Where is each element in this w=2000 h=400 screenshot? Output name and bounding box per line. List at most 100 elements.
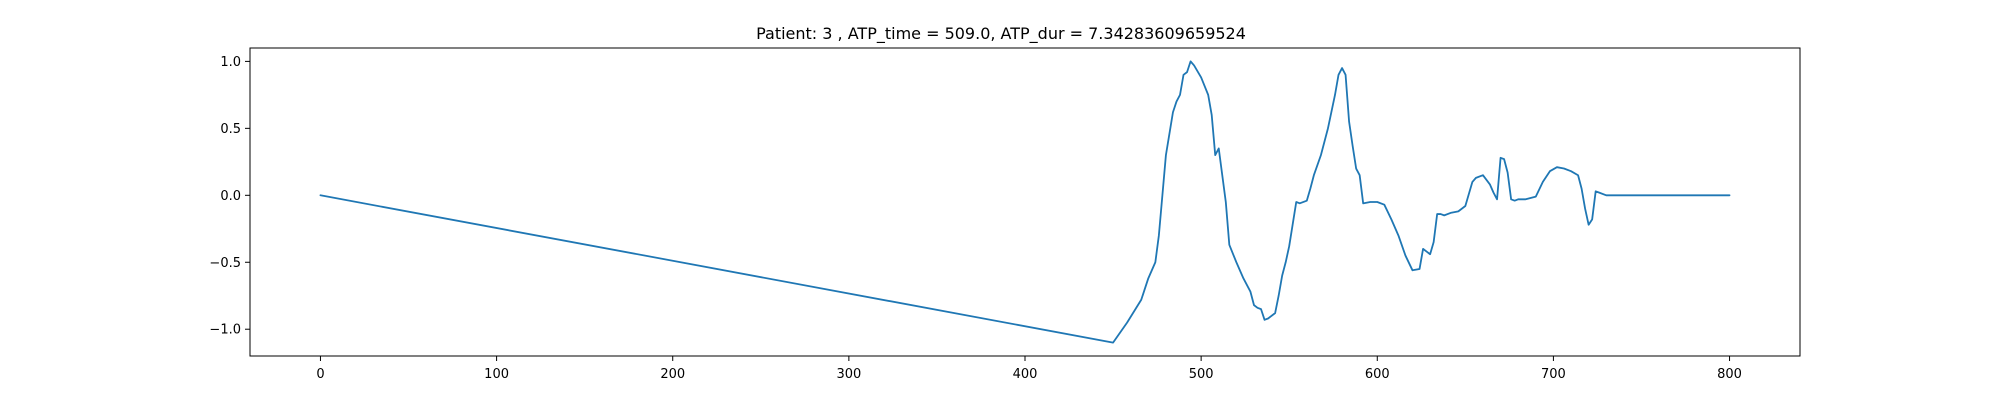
data-point [1457, 210, 1459, 212]
data-point [1257, 307, 1259, 309]
data-point [1211, 114, 1213, 116]
data-point [1493, 192, 1495, 194]
data-point [1147, 277, 1149, 279]
data-point [1345, 74, 1347, 76]
data-point [1404, 255, 1406, 257]
data-point [1581, 188, 1583, 190]
data-point [1383, 204, 1385, 206]
data-point [1549, 170, 1551, 172]
data-point [1496, 198, 1498, 200]
data-point [1426, 251, 1428, 253]
data-point [1436, 213, 1438, 215]
data-point [1514, 200, 1516, 202]
series-group [319, 60, 1731, 344]
data-point [1450, 212, 1452, 214]
data-point [1563, 168, 1565, 170]
data-point [1584, 208, 1586, 210]
data-point [1475, 177, 1477, 179]
data-point [1588, 224, 1590, 226]
data-point [1503, 158, 1505, 160]
data-point [1390, 218, 1392, 220]
x-axis: 0 100 200 300 400 500 600 700 800 [316, 356, 1742, 382]
data-point [1362, 202, 1364, 204]
data-point [1172, 111, 1174, 113]
data-point [1359, 174, 1361, 176]
data-point [1535, 196, 1537, 198]
data-point [1186, 71, 1188, 73]
data-point [1175, 101, 1177, 103]
data-point [1165, 154, 1167, 156]
y-tick-label: 0.5 [220, 122, 241, 137]
data-point [1412, 269, 1414, 271]
data-point [1281, 275, 1283, 277]
y-tick-label: 1.0 [220, 55, 241, 70]
data-point [1440, 213, 1442, 215]
plot-area [249, 47, 1801, 357]
data-point [1179, 94, 1181, 96]
data-point [1225, 201, 1227, 203]
data-point [1542, 181, 1544, 183]
data-point [1218, 147, 1220, 149]
data-point [1221, 174, 1223, 176]
data-point [1313, 174, 1315, 176]
data-point [1500, 157, 1502, 159]
data-point [1591, 218, 1593, 220]
x-tick-label: 800 [1717, 367, 1742, 382]
data-point [1355, 168, 1357, 170]
x-tick-label: 0 [316, 367, 324, 382]
data-point [1369, 201, 1371, 203]
data-point [1524, 198, 1526, 200]
data-point [1507, 172, 1509, 174]
data-point [1112, 342, 1114, 344]
data-point [1285, 261, 1287, 263]
data-point [1190, 60, 1192, 62]
data-point [1338, 74, 1340, 76]
data-point [1267, 318, 1269, 320]
x-tick-label: 200 [660, 367, 685, 382]
data-point [1341, 67, 1343, 69]
data-point [1376, 201, 1378, 203]
data-point [1422, 248, 1424, 250]
data-point [1443, 214, 1445, 216]
data-point [1605, 194, 1607, 196]
data-point [1419, 268, 1421, 270]
data-point [319, 194, 321, 196]
chart-title: Patient: 3 , ATP_time = 509.0, ATP_dur =… [756, 24, 1246, 44]
data-point [1299, 202, 1301, 204]
data-point [1570, 170, 1572, 172]
data-point [1288, 245, 1290, 247]
x-tick-label: 100 [484, 367, 509, 382]
data-point [1235, 261, 1237, 263]
data-point [1193, 64, 1195, 66]
data-point [1334, 94, 1336, 96]
data-point [1433, 241, 1435, 243]
data-point [1489, 184, 1491, 186]
y-tick-label: −1.0 [209, 323, 241, 338]
data-point [1598, 192, 1600, 194]
data-point [1126, 322, 1128, 324]
data-point [1397, 234, 1399, 236]
data-point [1228, 244, 1230, 246]
y-axis: −1.0 −0.5 0.0 0.5 1.0 [209, 55, 250, 338]
data-point [1471, 181, 1473, 183]
data-point [1517, 198, 1519, 200]
data-point [1306, 200, 1308, 202]
data-point [1158, 234, 1160, 236]
y-tick-label: −0.5 [209, 256, 241, 271]
data-point [1623, 194, 1625, 196]
data-point [1352, 145, 1354, 147]
plot-frame [249, 47, 1801, 357]
data-point [1729, 194, 1731, 196]
data-point [1577, 174, 1579, 176]
x-tick-label: 700 [1541, 367, 1566, 382]
data-point [1510, 198, 1512, 200]
data-point [1309, 188, 1311, 190]
data-point [1464, 205, 1466, 207]
data-point [1482, 174, 1484, 176]
data-point [1242, 277, 1244, 279]
data-point [1207, 94, 1209, 96]
data-point [1274, 312, 1276, 314]
data-point [1278, 295, 1280, 297]
data-point [1264, 319, 1266, 321]
